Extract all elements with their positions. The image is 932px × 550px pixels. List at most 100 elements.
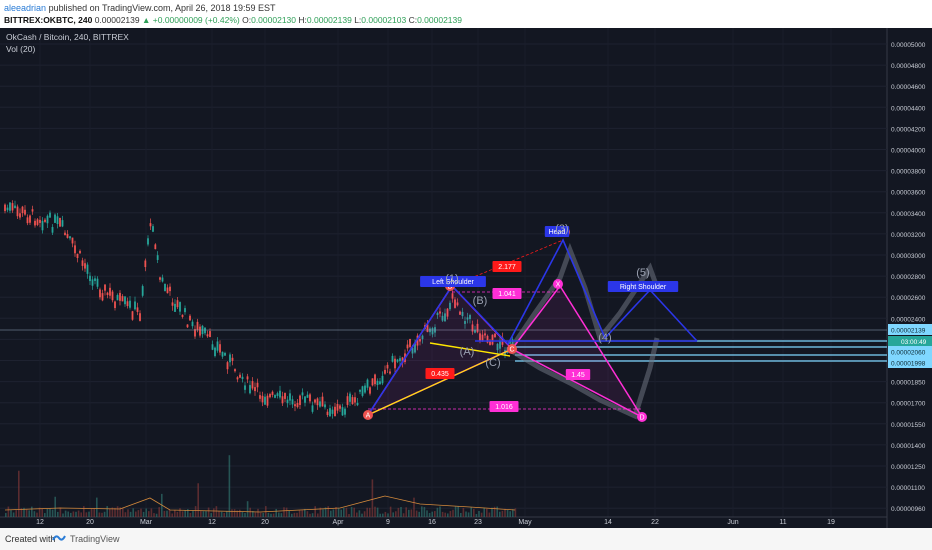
y-tick-label: 0.00003800	[891, 169, 926, 176]
volume-bar	[166, 510, 168, 517]
candle-body	[236, 377, 239, 380]
candle-body	[384, 369, 386, 374]
volume-bar	[345, 507, 348, 517]
candle-body	[486, 335, 489, 343]
volume-bar	[207, 507, 210, 517]
candle-body	[86, 264, 89, 274]
volume-bar	[382, 513, 384, 517]
volume-bar	[33, 511, 36, 517]
candle-body	[374, 374, 376, 385]
volume-bar	[332, 509, 335, 517]
volume-bar	[262, 513, 264, 517]
volume-bar	[57, 511, 59, 517]
volume-bar	[46, 508, 49, 517]
candle-body	[251, 381, 254, 389]
candle-body	[311, 405, 314, 412]
candle-body	[244, 385, 246, 390]
volume-bar	[239, 509, 241, 517]
x-tick-label: Mar	[140, 519, 153, 526]
annotation-box	[425, 368, 455, 379]
chart-canvas[interactable]: 0.00005000 0.00004800 0.00004600 0.00004400…	[0, 28, 932, 528]
wave-label: (C)	[485, 357, 500, 369]
candle-body	[114, 301, 116, 309]
volume-bar	[41, 508, 43, 517]
volume-bar	[374, 506, 376, 517]
footer: Created with TradingView	[0, 528, 932, 550]
candle-body	[509, 341, 511, 344]
annotation-box	[489, 401, 519, 412]
volume-bar	[317, 513, 319, 517]
volume-bar	[129, 511, 132, 517]
candle-body	[36, 219, 39, 225]
candle-body	[64, 232, 66, 236]
candle-body	[314, 399, 316, 403]
candle-body	[289, 393, 291, 401]
volume-bar	[371, 479, 374, 517]
volume-bar	[366, 507, 368, 517]
volume-bar	[275, 508, 277, 517]
annotation-box	[565, 369, 591, 380]
candle-body	[171, 302, 174, 306]
candle-body	[366, 379, 369, 388]
pattern-point-marker	[363, 410, 373, 420]
tradingview-brand[interactable]: TradingView	[70, 534, 120, 544]
candle-body	[259, 395, 261, 399]
volume-bar	[192, 510, 194, 517]
candle-body	[411, 347, 414, 354]
candle-body	[209, 331, 211, 338]
candle-body	[429, 328, 431, 333]
author-link[interactable]: aleeadrian	[4, 3, 47, 13]
candle-body	[129, 300, 131, 308]
candle-body	[444, 313, 446, 322]
price-chart[interactable]: 0.00005000 0.00004800 0.00004600 0.00004400…	[0, 28, 932, 528]
wave-label: (1)	[445, 273, 458, 285]
y-tick-label: 0.00001100	[891, 485, 925, 492]
volume-bar	[402, 513, 405, 517]
volume-bar	[93, 508, 95, 517]
candle-body	[109, 287, 111, 296]
candle-body	[301, 392, 304, 396]
volume-bar	[62, 513, 64, 517]
volume-bar	[77, 510, 80, 517]
volume-bar	[205, 511, 207, 517]
wave-label: (4)	[598, 332, 611, 344]
volume-bar	[64, 510, 67, 517]
candle-body	[426, 324, 429, 333]
volume-bar	[478, 511, 480, 517]
y-tick-label: 0.00001850	[891, 380, 926, 387]
candle-body	[446, 308, 449, 317]
publish-info: aleeadrian published on TradingView.com,…	[4, 3, 276, 13]
candle-body	[9, 202, 11, 211]
candle-body	[439, 311, 441, 314]
volume-bar	[168, 509, 171, 517]
candle-body	[229, 354, 231, 363]
candle-body	[349, 393, 351, 402]
volume-bar	[244, 513, 246, 517]
volume-bar	[335, 507, 337, 517]
candle-body	[386, 364, 389, 369]
volume-bar	[70, 512, 72, 517]
volume-bar	[475, 513, 478, 517]
volume-bar	[488, 512, 491, 517]
candle-body	[329, 408, 331, 417]
volume-bar	[327, 506, 329, 517]
candle-body	[56, 216, 59, 224]
candle-body	[191, 321, 194, 327]
x-tick-label: 20	[261, 519, 269, 526]
volume-bar	[358, 510, 361, 517]
candle-body	[131, 311, 134, 320]
pattern-point-marker	[553, 279, 563, 289]
volume-bar	[361, 513, 363, 517]
volume-bar	[291, 513, 293, 517]
candle-body	[456, 302, 459, 306]
volume-bar	[197, 483, 199, 517]
volume-bar	[137, 510, 140, 517]
volume-bar	[85, 512, 88, 517]
candle-body	[341, 407, 344, 416]
x-tick-label: 19	[827, 519, 835, 526]
volume-bar	[376, 507, 379, 517]
candle-body	[54, 214, 56, 223]
annotation-box	[492, 261, 522, 272]
price-axis	[887, 28, 932, 528]
candle-body	[464, 321, 466, 324]
